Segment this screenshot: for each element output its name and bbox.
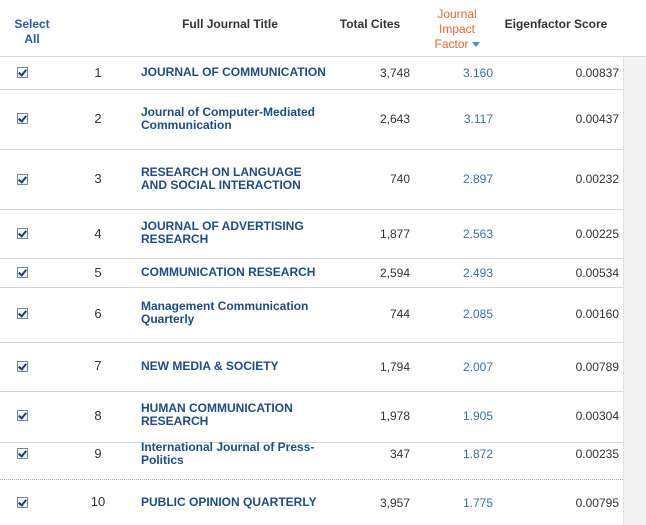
- impact-factor-value: 2.493: [462, 266, 493, 280]
- table-row: 4 JOURNAL OF ADVERTISING RESEARCH 1,877 …: [0, 210, 623, 259]
- eigenfactor-value: 0.00837: [575, 66, 619, 80]
- journal-title-link[interactable]: PUBLIC OPINION QUARTERLY: [141, 495, 317, 509]
- row-checkbox[interactable]: [17, 228, 28, 239]
- column-header-impact-factor[interactable]: Journal Impact Factor: [424, 7, 490, 52]
- eigenfactor-value: 0.00225: [575, 227, 619, 241]
- eigenfactor-value: 0.00304: [575, 409, 619, 423]
- eigenfactor-value: 0.00160: [575, 307, 619, 321]
- total-cites-value: 2,643: [379, 112, 410, 126]
- table-row: 3 RESEARCH ON LANGUAGE AND SOCIAL INTERA…: [0, 150, 623, 210]
- eigenfactor-value: 0.00789: [575, 360, 619, 374]
- table-row: 5 COMMUNICATION RESEARCH 2,594 2.493 0.0…: [0, 259, 623, 288]
- table-header: Select All Full Journal Title Total Cite…: [0, 0, 646, 57]
- right-panel-edge: [623, 57, 646, 525]
- column-header-full-title: Full Journal Title: [182, 17, 278, 31]
- total-cites-value: 3,748: [379, 66, 410, 80]
- total-cites-value: 1,877: [379, 227, 410, 241]
- row-rank: 1: [94, 65, 102, 80]
- row-rank: 6: [94, 306, 102, 321]
- row-checkbox[interactable]: [17, 497, 28, 508]
- total-cites-value: 744: [389, 307, 410, 321]
- eigenfactor-value: 0.00534: [575, 266, 619, 280]
- journal-title-link[interactable]: Management Communication Quarterly: [141, 299, 309, 326]
- row-checkbox[interactable]: [17, 448, 28, 459]
- eigenfactor-value: 0.00235: [575, 447, 619, 461]
- impact-factor-value: 2.085: [462, 307, 493, 321]
- select-all-label-line2: All: [24, 32, 40, 46]
- impact-factor-label-line1: Journal: [437, 7, 477, 21]
- row-checkbox[interactable]: [17, 113, 28, 124]
- row-rank: 8: [94, 408, 102, 423]
- journal-title-link[interactable]: RESEARCH ON LANGUAGE AND SOCIAL INTERACT…: [141, 165, 302, 192]
- eigenfactor-value: 0.00437: [575, 112, 619, 126]
- table-row: 9 International Journal of Press-Politic…: [0, 440, 623, 480]
- total-cites-value: 3,957: [379, 496, 410, 510]
- select-all-label-line1: Select: [14, 17, 50, 31]
- journal-title-link[interactable]: Journal of Computer-Mediated Communicati…: [141, 105, 316, 132]
- impact-factor-value: 2.897: [462, 172, 493, 186]
- impact-factor-value: 3.117: [463, 112, 493, 126]
- impact-factor-value: 3.160: [462, 66, 493, 80]
- table-row: 7 NEW MEDIA & SOCIETY 1,794 2.007 0.0078…: [0, 343, 623, 392]
- table-row: 10 PUBLIC OPINION QUARTERLY 3,957 1.775 …: [0, 480, 623, 524]
- journal-title-link[interactable]: HUMAN COMMUNICATION RESEARCH: [141, 401, 293, 428]
- total-cites-value: 740: [389, 172, 410, 186]
- row-checkbox[interactable]: [17, 267, 28, 278]
- sort-descending-arrow-icon[interactable]: [471, 42, 480, 48]
- total-cites-value: 2,594: [379, 266, 410, 280]
- row-rank: 10: [90, 494, 106, 509]
- table-row: 1 JOURNAL OF COMMUNICATION 3,748 3.160 0…: [0, 57, 623, 90]
- column-header-total-cites: Total Cites: [339, 17, 401, 31]
- row-rank: 4: [94, 226, 102, 241]
- table-row: 8 HUMAN COMMUNICATION RESEARCH 1,978 1.9…: [0, 392, 623, 443]
- impact-factor-value: 1.872: [462, 447, 493, 461]
- journal-title-link[interactable]: JOURNAL OF ADVERTISING RESEARCH: [141, 219, 304, 246]
- impact-factor-value: 2.007: [462, 360, 493, 374]
- journal-title-link[interactable]: International Journal of Press-Politics: [141, 440, 315, 467]
- row-rank: 9: [94, 446, 102, 461]
- row-checkbox[interactable]: [17, 410, 28, 421]
- impact-factor-label-line2: Impact: [438, 22, 475, 36]
- table-row: 2 Journal of Computer-Mediated Communica…: [0, 90, 623, 150]
- column-header-eigenfactor: Eigenfactor Score: [504, 17, 608, 31]
- impact-factor-label-line3: Factor: [434, 37, 469, 51]
- row-rank: 7: [94, 358, 102, 373]
- eigenfactor-value: 0.00795: [575, 496, 619, 510]
- row-checkbox[interactable]: [17, 67, 28, 78]
- impact-factor-value: 1.775: [462, 496, 493, 510]
- total-cites-value: 1,794: [379, 360, 410, 374]
- total-cites-value: 1,978: [379, 409, 410, 423]
- total-cites-value: 347: [389, 447, 410, 461]
- journal-title-link[interactable]: COMMUNICATION RESEARCH: [141, 265, 316, 279]
- row-rank: 3: [94, 171, 102, 186]
- select-all-link[interactable]: Select All: [4, 17, 60, 47]
- eigenfactor-value: 0.00232: [575, 172, 619, 186]
- impact-factor-value: 1.905: [462, 409, 493, 423]
- row-rank: 2: [94, 111, 102, 126]
- row-checkbox[interactable]: [17, 308, 28, 319]
- row-rank: 5: [94, 265, 102, 280]
- row-checkbox[interactable]: [17, 174, 28, 185]
- impact-factor-value: 2.563: [462, 227, 493, 241]
- table-row: 6 Management Communication Quarterly 744…: [0, 288, 623, 343]
- journal-title-link[interactable]: JOURNAL OF COMMUNICATION: [141, 65, 326, 79]
- row-checkbox[interactable]: [17, 361, 28, 372]
- journal-title-link[interactable]: NEW MEDIA & SOCIETY: [141, 359, 279, 373]
